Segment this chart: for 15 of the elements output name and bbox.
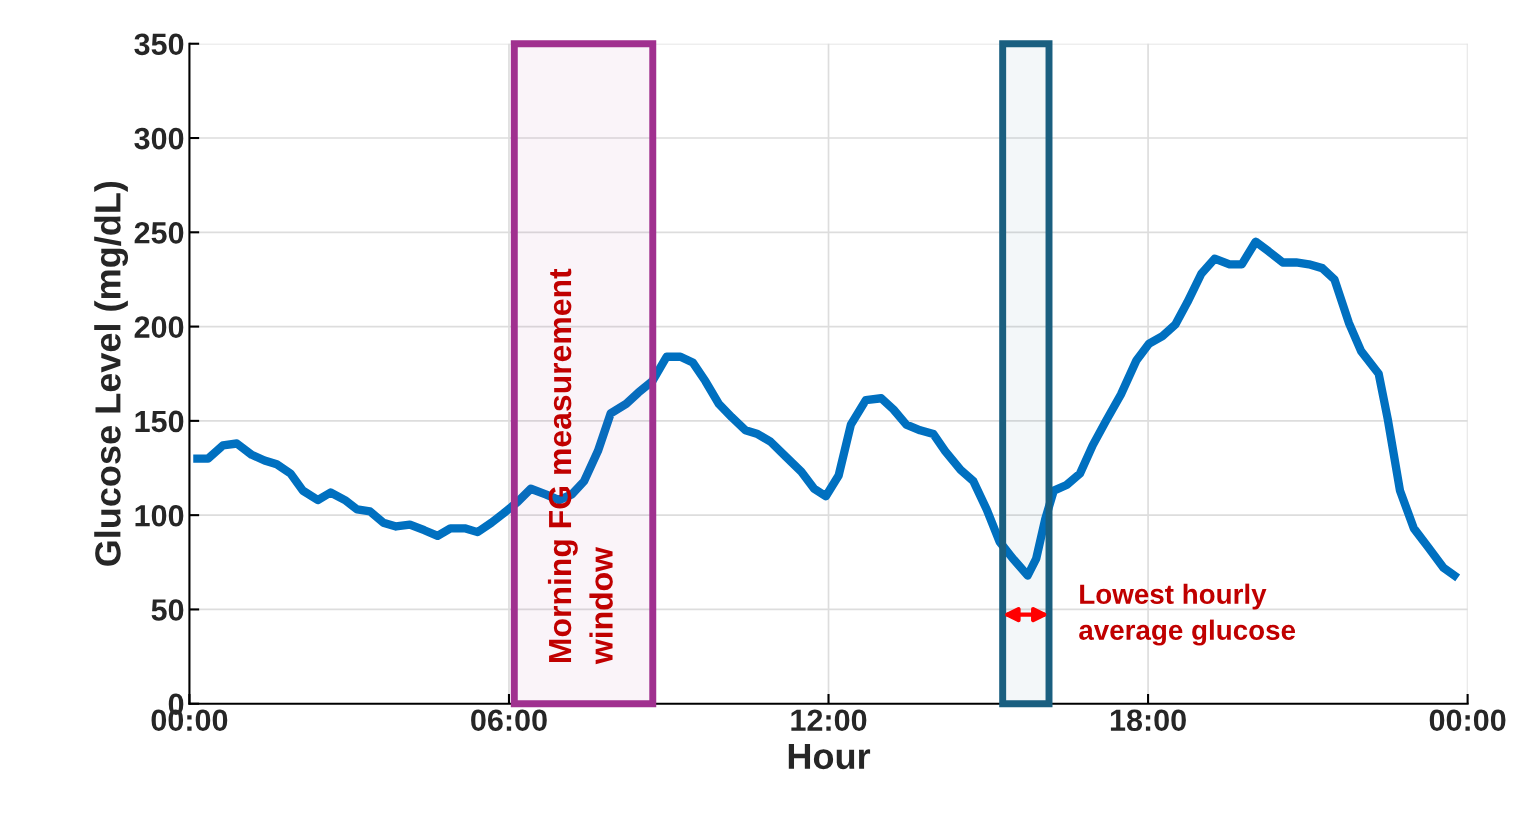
y-tick-label: 300 (134, 127, 184, 150)
y-tick-label: 50 (151, 599, 184, 621)
x-tick-label: 12:00 (791, 709, 867, 732)
y-tick-label: 200 (134, 316, 184, 338)
y-axis-title: Glucose Level (mg/dL) (94, 181, 129, 566)
y-tick-label: 150 (135, 410, 184, 433)
band-label: Morning FG measurement window (547, 268, 613, 665)
band-label: Lowest hourly average glucose (1079, 583, 1296, 646)
x-tick-label: 06:00 (471, 709, 547, 732)
y-tick-label: 100 (135, 504, 184, 527)
y-tick-label: 350 (134, 33, 184, 56)
x-tick-label: 18:00 (1110, 709, 1186, 732)
x-tick-label: 00:00 (1429, 709, 1506, 732)
y-tick-label: 250 (134, 222, 184, 244)
x-axis-title: Hour (788, 743, 871, 770)
